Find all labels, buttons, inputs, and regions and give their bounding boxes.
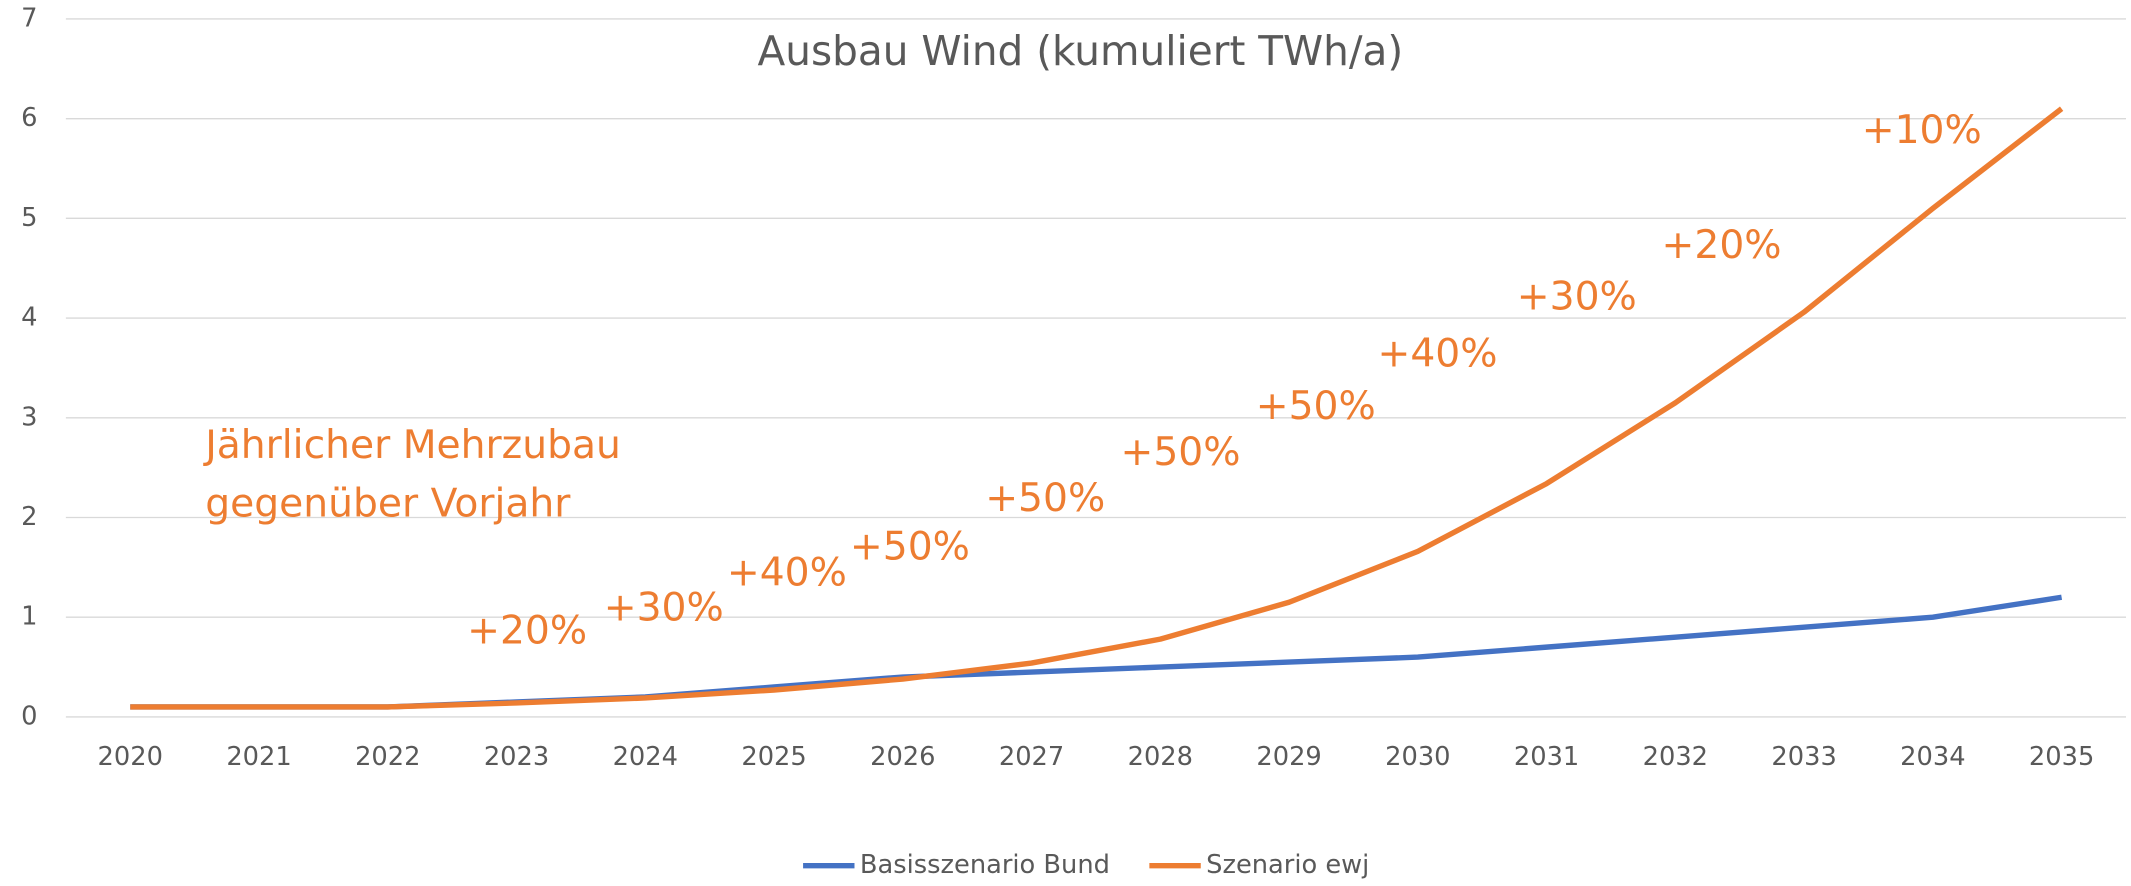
x-tick-label: 2027: [999, 742, 1064, 772]
y-tick-label: 2: [21, 502, 37, 532]
y-tick-label: 3: [21, 402, 37, 432]
annotation: +10%: [1862, 108, 1982, 153]
annotation-note: Jährlicher Mehrzubau: [202, 423, 621, 468]
x-tick-label: 2031: [1514, 742, 1579, 772]
x-tick-label: 2035: [2029, 742, 2094, 772]
annotation: +30%: [604, 586, 724, 631]
series-line: [130, 106, 2064, 710]
y-tick-label: 6: [21, 103, 37, 133]
annotation: +50%: [1256, 384, 1376, 429]
annotation: +50%: [1120, 430, 1240, 475]
annotation-note: gegenüber Vorjahr: [205, 481, 571, 526]
x-tick-label: 2021: [226, 742, 291, 772]
annotation: +50%: [985, 476, 1105, 521]
annotation: +50%: [850, 525, 970, 570]
x-tick-label: 2032: [1643, 742, 1708, 772]
legend-label: Szenario ewj: [1206, 850, 1369, 880]
x-tick-label: 2025: [741, 742, 806, 772]
annotation: +30%: [1517, 274, 1637, 319]
y-tick-label: 0: [21, 701, 37, 731]
x-tick-label: 2026: [870, 742, 935, 772]
x-tick-label: 2024: [613, 742, 678, 772]
annotation: +40%: [727, 550, 847, 595]
annotation: +40%: [1377, 331, 1497, 376]
annotation: +20%: [467, 609, 587, 654]
x-tick-label: 2020: [98, 742, 163, 772]
x-tick-label: 2029: [1256, 742, 1321, 772]
x-tick-label: 2030: [1385, 742, 1450, 772]
y-tick-label: 4: [21, 303, 37, 333]
x-tick-label: 2033: [1771, 742, 1836, 772]
y-tick-label: 5: [21, 203, 37, 233]
y-tick-label: 1: [21, 602, 37, 632]
x-tick-label: 2028: [1128, 742, 1193, 772]
chart-title: Ausbau Wind (kumuliert TWh/a): [757, 27, 1403, 75]
x-tick-label: 2034: [1900, 742, 1965, 772]
annotation: +20%: [1662, 223, 1782, 268]
x-tick-label: 2022: [355, 742, 420, 772]
legend-label: Basisszenario Bund: [860, 850, 1110, 880]
x-tick-label: 2023: [484, 742, 549, 772]
y-tick-label: 7: [21, 3, 37, 33]
